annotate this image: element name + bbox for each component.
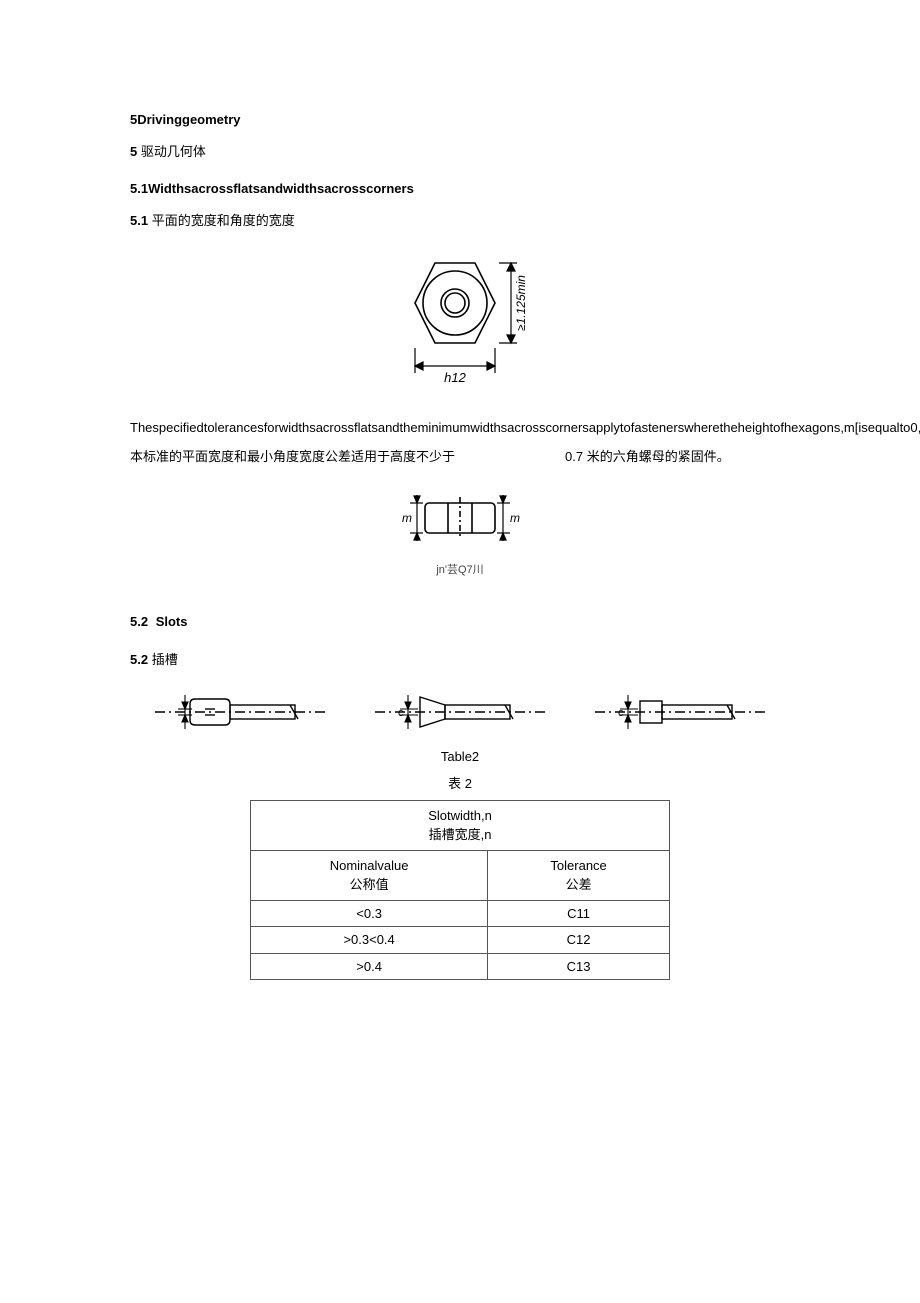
section-5-title-zh: 5 驱动几何体 (130, 142, 790, 162)
para-5-1-en: Thespecifiedtolerancesforwidthsacrossfla… (130, 418, 790, 438)
svg-text:c: c (398, 707, 404, 719)
table-row: >0.3<0.4 C12 (251, 927, 670, 954)
section-5-1-title-en: 5.1Widthsacrossflatsandwidthsacrosscorne… (130, 179, 790, 199)
fig1-e-label: ≥1.125min (514, 275, 528, 331)
table-row: <0.3 C11 (251, 900, 670, 927)
figure-slot-pan (130, 687, 350, 743)
section-5-2-title-zh: 5.2 插槽 (130, 650, 790, 670)
section-5-2-title-en-text: Slots (156, 614, 188, 629)
section-5-2-num-zh: 5.2 (130, 652, 148, 667)
table-col1-zh: 公称值 (259, 875, 479, 895)
para-5-1-zh-right: 0.7 米的六角螺母的紧固件。 (565, 447, 730, 467)
table-col1-head: Nominalvalue 公称值 (251, 850, 488, 900)
table2-label-zh: 表 2 (130, 774, 790, 794)
table-col1-en: Nominalvalue (259, 856, 479, 876)
table-header: Slotwidth,n 插槽宽度,n (251, 800, 670, 850)
para-5-1-zh-left: 本标准的平面宽度和最小角度宽度公差适用于高度不少于 (130, 447, 455, 467)
table-col2-zh: 公差 (496, 875, 661, 895)
section-5-title-zh-text: 驱动几何体 (141, 144, 206, 159)
figure-hex-nut: h12 ≥1.125min (130, 248, 790, 404)
section-5-num-zh: 5 (130, 144, 137, 159)
section-5-1-num: 5.1 (130, 213, 148, 228)
table-header-zh: 插槽宽度,n (259, 825, 661, 845)
figure-hex-side: m m jn'芸Q7川 (130, 485, 790, 579)
table-cell-nominal: >0.3<0.4 (251, 927, 488, 954)
fig2-caption: jn'芸Q7川 (130, 562, 790, 579)
fig2-m-left: m (402, 511, 412, 525)
table-col2-en: Tolerance (496, 856, 661, 876)
table2-label-en: Table2 (130, 747, 790, 767)
section-5-2-num: 5.2 (130, 614, 148, 629)
fig2-m-right: m (510, 511, 520, 525)
figure-slot-cheese: c (570, 687, 790, 743)
table-slot-width: Slotwidth,n 插槽宽度,n Nominalvalue 公称值 Tole… (250, 800, 670, 981)
figure-slot-csk: c (350, 687, 570, 743)
table-cell-tol: C11 (488, 900, 670, 927)
para-5-1-zh: 本标准的平面宽度和最小角度宽度公差适用于高度不少于 0.7 米的六角螺母的紧固件… (130, 447, 790, 467)
table-row: >0.4 C13 (251, 953, 670, 980)
table-cell-tol: C12 (488, 927, 670, 954)
section-5-2-title-zh-text: 插槽 (152, 652, 178, 667)
svg-text:c: c (618, 707, 624, 719)
section-5-2-title-en: 5.2 Slots (130, 612, 790, 632)
table-cell-nominal: >0.4 (251, 953, 488, 980)
fig1-h-label: h12 (444, 370, 466, 385)
figure-slots-row: c c (130, 687, 790, 743)
table-cell-tol: C13 (488, 953, 670, 980)
table-header-en: Slotwidth,n (259, 806, 661, 826)
section-5-1-title-zh: 5.1 平面的宽度和角度的宽度 (130, 211, 790, 231)
section-5-title-en: 5Drivinggeometry (130, 110, 790, 130)
section-5-1-title-zh-text: 平面的宽度和角度的宽度 (152, 213, 295, 228)
table-col2-head: Tolerance 公差 (488, 850, 670, 900)
table-cell-nominal: <0.3 (251, 900, 488, 927)
